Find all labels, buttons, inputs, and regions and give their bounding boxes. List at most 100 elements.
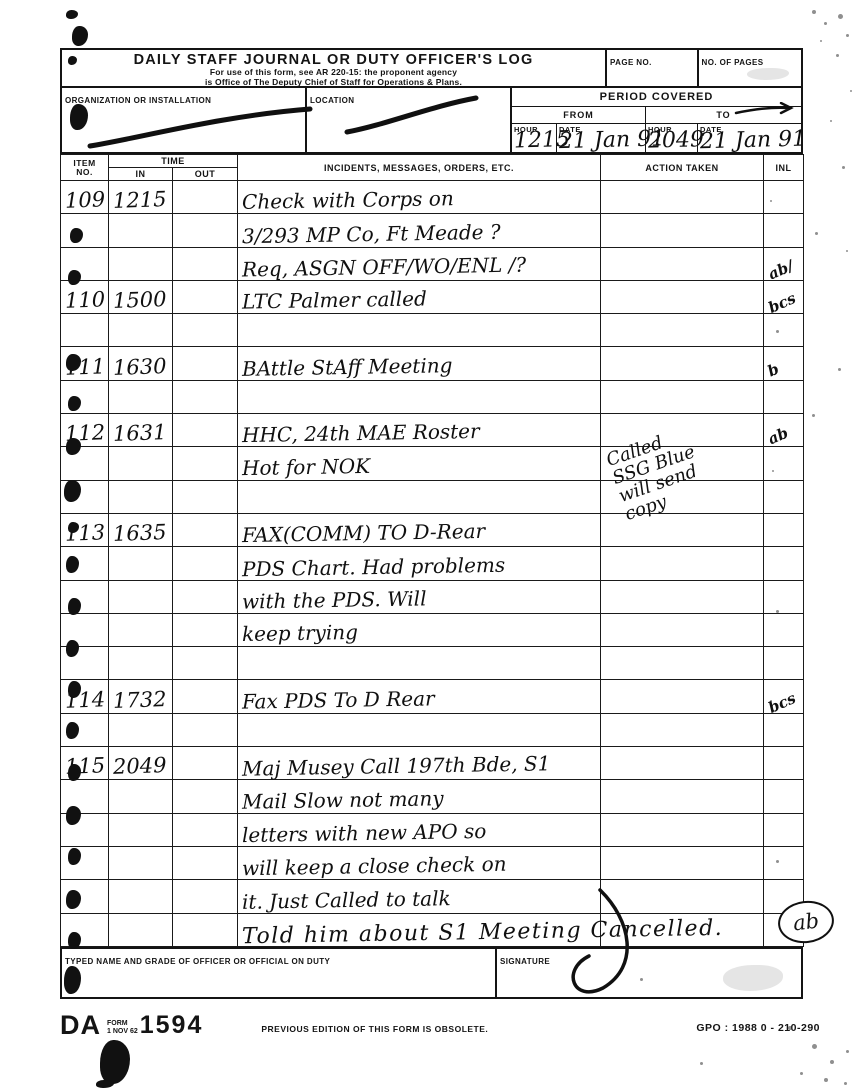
cell-inl [763,512,804,548]
cell-inc: with the PDS. Will [237,579,601,614]
ink-smudge [70,228,83,243]
handwritten-text: 1635 [112,520,167,547]
cell-inc [237,479,601,514]
scan-speck [820,40,822,42]
cell-inl [763,379,804,415]
cell-in [108,446,173,481]
scan-speck [812,10,816,14]
from-date-value: 21 Jan 91 [558,126,666,155]
cell-act [600,346,764,381]
cell-item: 112 [60,413,109,448]
scan-speck [824,1078,828,1082]
ink-smudge [68,56,77,65]
cell-inl [763,712,804,748]
cell-in [108,246,173,281]
cell-inc: Maj Musey Call 197th Bde, S1 [237,746,601,781]
ink-smudge [68,522,79,533]
cell-inc [237,379,601,415]
to-hour-label: HOUR [648,125,673,134]
scan-speck [640,978,643,981]
cell-inc: LTC Palmer called [237,279,601,315]
ink-smudge [66,354,81,371]
cell-inc [237,712,601,748]
cell-act [600,845,764,881]
ink-smudge [66,890,81,909]
cell-out [172,812,238,847]
cell-in: 1635 [108,512,173,548]
cell-out [172,413,238,448]
journal-table: ITEM NO. TIME INCIDENTS, MESSAGES, ORDER… [60,154,804,949]
cell-inl [763,546,804,581]
cell-inl: ab [763,413,804,449]
to-hour-value: 2049 [647,127,705,154]
scan-speck [812,1044,817,1049]
scan-speck [836,54,839,57]
cell-out [172,279,238,315]
cell-item [60,446,109,481]
scan-speck [700,1062,703,1065]
no-of-pages-label: NO. OF PAGES [701,58,764,67]
journal-row: Hot for NOK [60,446,804,481]
cell-act [600,246,764,281]
scan-smudge [746,68,789,80]
cell-inc [237,313,601,348]
from-label: FROM [512,107,646,123]
cell-inl [763,446,804,481]
cell-in: 1500 [108,279,173,315]
handwritten-text: Fax PDS To D Rear [241,686,435,714]
ink-smudge [68,681,81,698]
from-hour-label: HOUR [514,125,539,134]
cell-out [172,912,238,947]
cell-act [600,679,764,714]
cell-inl: ab/ [763,246,804,283]
ink-smudge [100,1040,130,1084]
cell-item [60,313,109,348]
journal-row [60,479,804,514]
ink-smudge [72,26,88,46]
from-hour-cell: HOUR 1215 [512,124,571,154]
cell-inc: Fax PDS To D Rear [237,679,601,714]
cell-act [600,646,764,681]
cell-out [172,346,238,381]
cell-act [600,912,764,947]
scan-speck [842,166,845,169]
from-hour-value: 1215 [513,127,571,154]
scan-speck [846,250,848,252]
cell-inl [763,746,804,781]
ink-smudge [70,104,88,130]
cell-inc: it. Just Called to talk [237,879,601,914]
cell-out [172,546,238,581]
cell-act [600,612,764,648]
journal-row: 111 1630 BAttle StAff Meeting b [60,346,804,381]
form-number-line: DA FORM 1 NOV 62 1594 PREVIOUS EDITION O… [60,1012,820,1039]
scan-speck [830,1060,834,1064]
to-date-value: 21 Jan 91 [699,126,807,155]
cell-in [108,579,173,614]
handwritten-text: 109 [64,187,106,213]
journal-row [60,379,804,415]
cell-inl: bcs [763,679,804,717]
journal-row: 3/293 MP Co, Ft Meade ? [60,213,804,248]
handwritten-text: 1500 [112,287,167,314]
cell-out [172,845,238,881]
cell-out [172,512,238,548]
handwritten-text: Mail Slow not many [241,785,444,814]
typed-name-box: TYPED NAME AND GRADE OF OFFICER OR OFFIC… [62,948,497,997]
time-out-header: OUT [172,167,238,181]
scan-speck [838,368,841,371]
cell-out [172,246,238,281]
cell-inc: Told him about S1 Meeting Cancelled. [237,912,723,949]
scan-speck [830,120,832,122]
cell-in [108,612,173,648]
ink-smudge [64,480,81,502]
journal-row: Told him about S1 Meeting Cancelled. [60,912,804,949]
location-box: LOCATION [307,88,512,152]
ink-smudge [68,848,81,865]
journal-row: Req, ASGN OFF/WO/ENL /? ab/ [60,246,804,283]
cell-act [600,279,764,315]
journal-row: it. Just Called to talk [60,879,804,914]
cell-inc: BAttle StAff Meeting [237,346,601,381]
handwritten-text: 2049 [112,753,167,780]
cell-act [600,413,764,448]
